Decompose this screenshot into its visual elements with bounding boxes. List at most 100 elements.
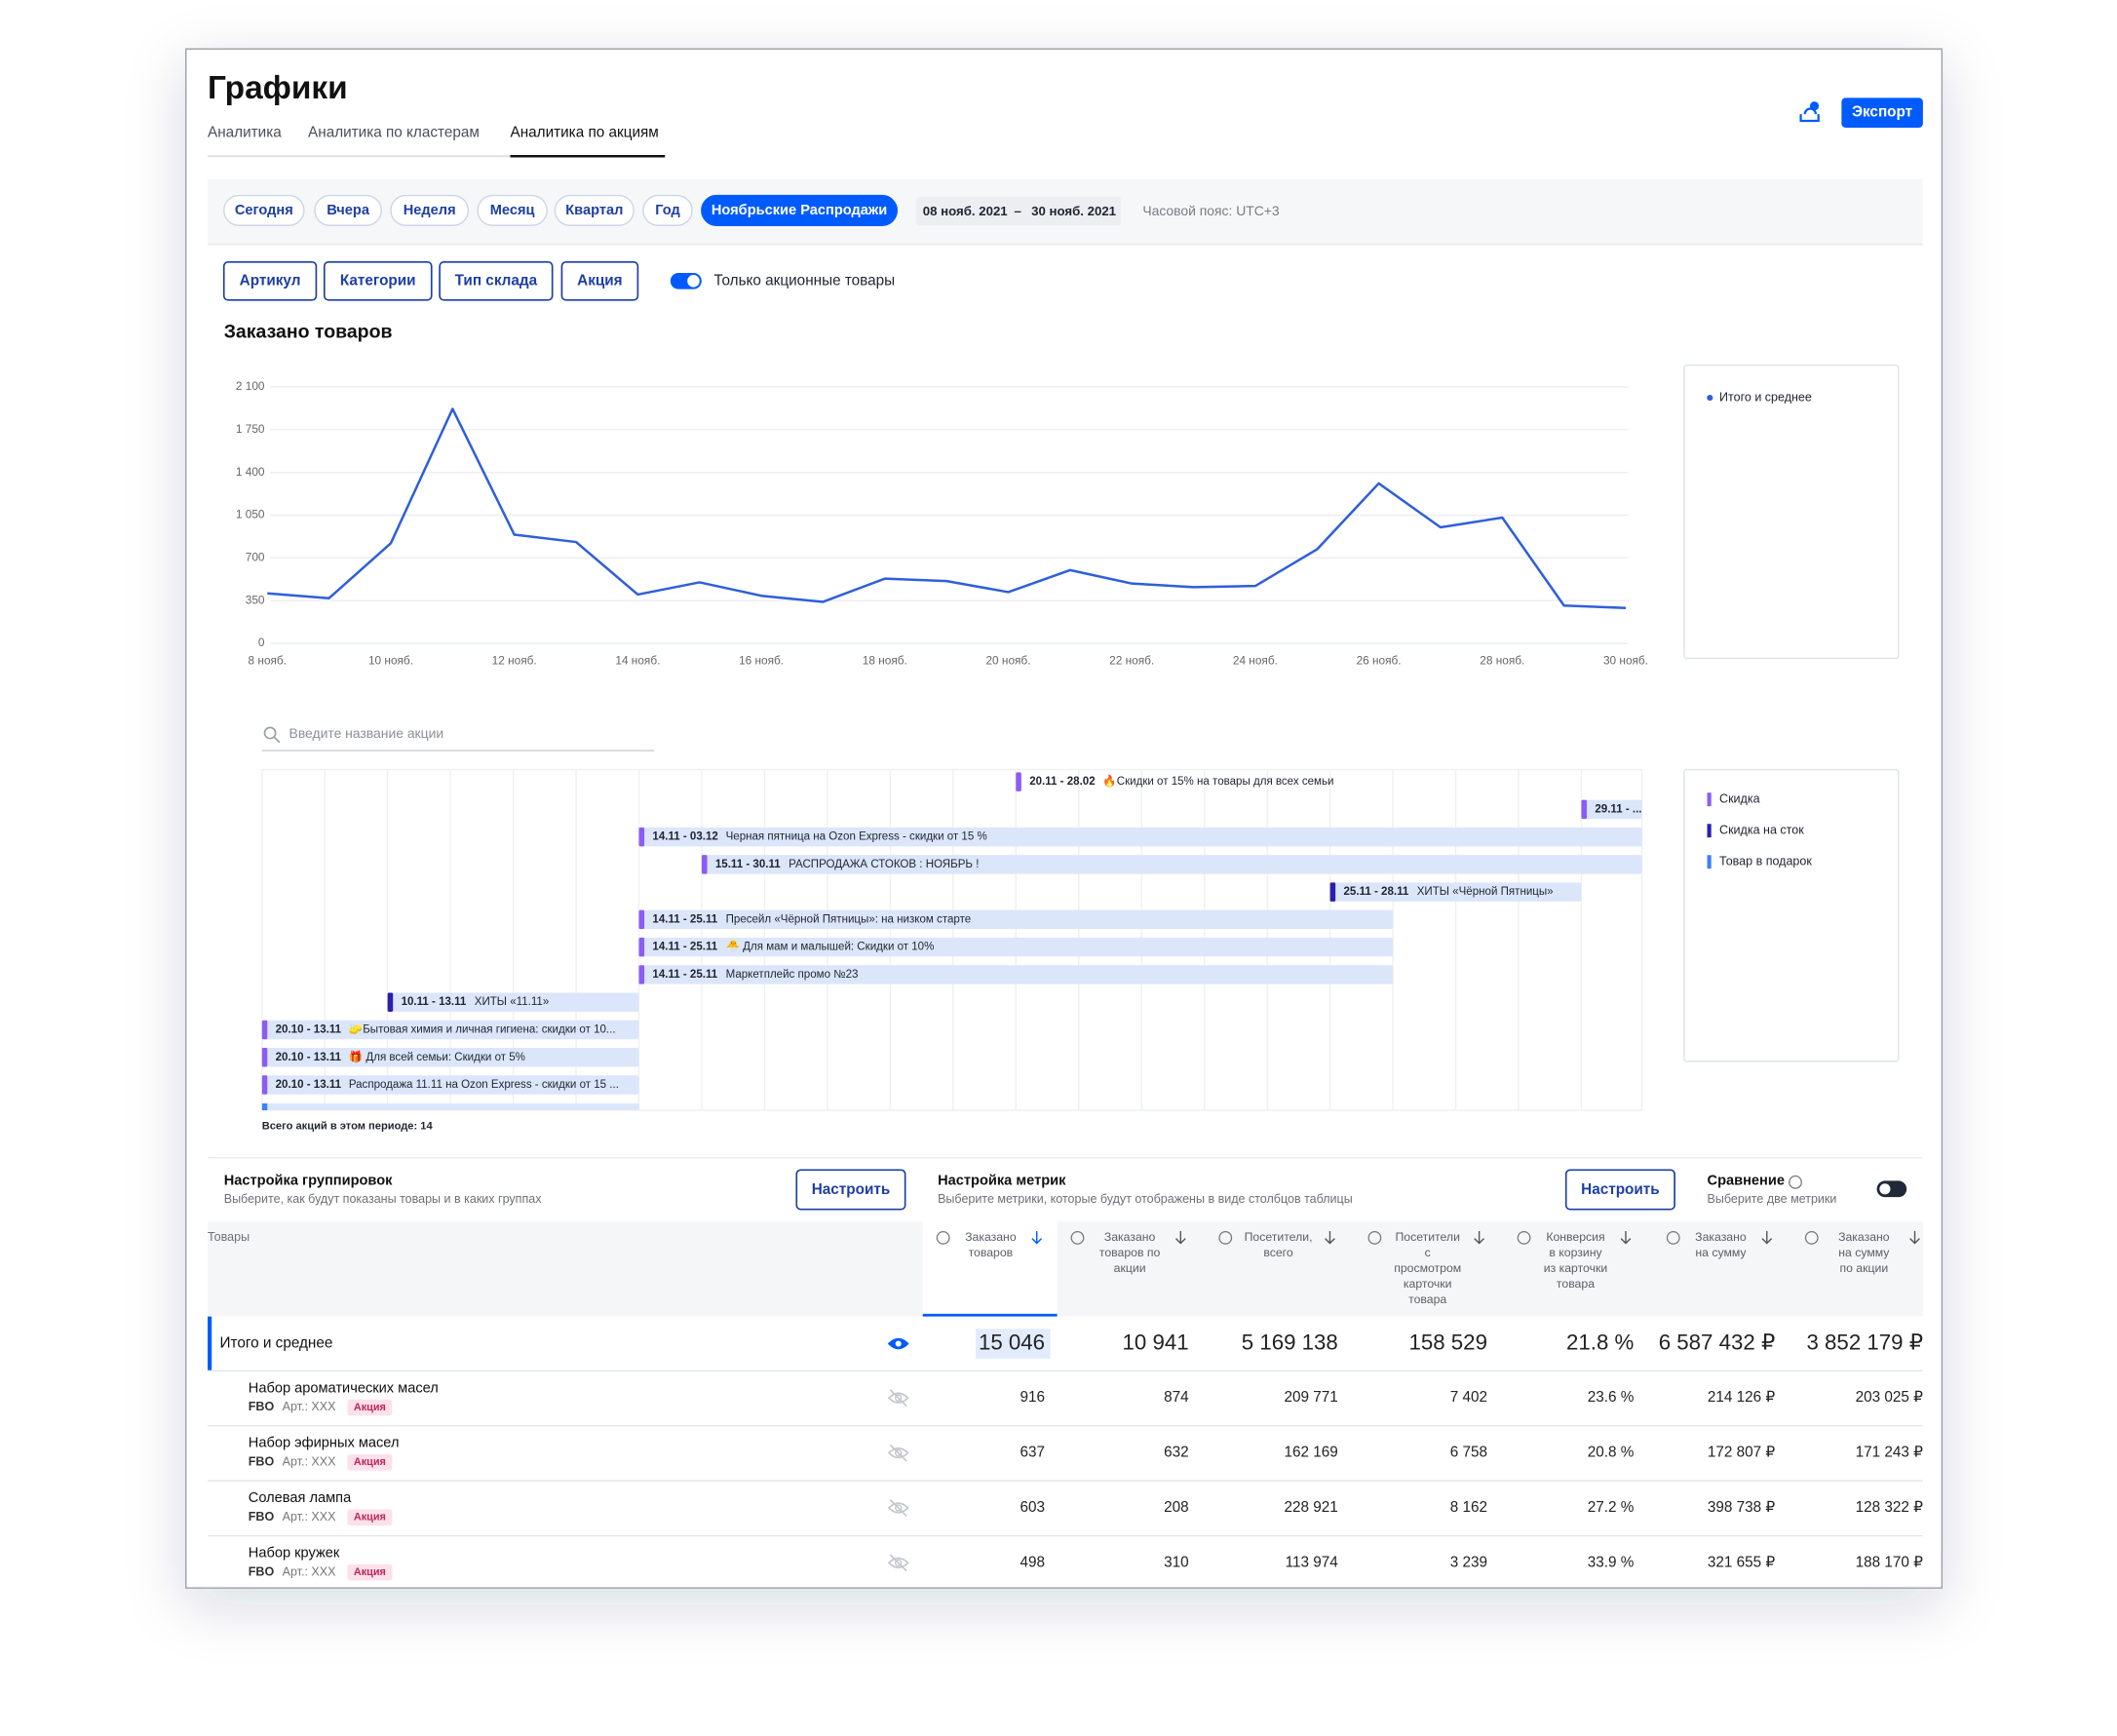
chart-title: Заказано товаров <box>224 321 393 342</box>
date-separator: – <box>1015 204 1021 218</box>
promo-count: Всего акций в этом периоде: 14 <box>262 1121 434 1133</box>
date-to: 30 нояб. 2021 <box>1031 204 1116 218</box>
column-header: товаров <box>969 1246 1014 1259</box>
promo-name: 🎁 Для всей семьи: Скидки от 5% <box>349 1050 525 1063</box>
column-header: с <box>1425 1246 1431 1259</box>
column-header: Заказано <box>1838 1230 1890 1244</box>
share-icon-dot <box>1810 101 1819 110</box>
period-pill-label[interactable]: Квартал <box>565 203 623 218</box>
legend-label: Итого и среднее <box>1719 390 1812 404</box>
gantt-legend-marker <box>1708 824 1712 837</box>
table-cell: 874 <box>1164 1389 1189 1406</box>
promo-dates: 20.10 - 13.11 <box>276 1079 342 1091</box>
promo-name: ХИТЫ «11.11» <box>475 996 550 1008</box>
period-pill-label[interactable]: Ноябрьские Распродажи <box>712 203 887 218</box>
promo-name: 🐣 Для мам и малышей: Скидки от 10% <box>726 940 935 953</box>
y-tick-label: 1 050 <box>236 508 265 521</box>
table-cell: 603 <box>1020 1499 1046 1516</box>
y-tick-label: 350 <box>246 593 265 606</box>
column-header: Посетители <box>1395 1230 1459 1244</box>
table-cell: 27.2 % <box>1588 1499 1635 1516</box>
gantt-legend-label: Скидка <box>1719 792 1760 806</box>
settings-button-label[interactable]: Настроить <box>1581 1181 1660 1198</box>
table-cell: 8 162 <box>1450 1499 1487 1516</box>
table-cell: 310 <box>1164 1554 1189 1570</box>
filter-button-label[interactable]: Категории <box>340 272 416 289</box>
promo-dates: 20.10 - 13.11 <box>276 1052 342 1063</box>
product-sku: Арт.: XXX <box>283 1510 337 1524</box>
total-cell: 3 852 179 ₽ <box>1806 1330 1922 1354</box>
promo-dates: 20.11 - 28.02 <box>1029 776 1095 788</box>
y-tick-label: 2 100 <box>236 379 265 393</box>
promo-type-marker <box>638 965 644 984</box>
product-name: Набор ароматических масел <box>249 1380 439 1396</box>
gantt-legend-box <box>1684 770 1899 1061</box>
column-header: на сумму <box>1695 1246 1747 1259</box>
export-button-label[interactable]: Экспорт <box>1852 104 1913 121</box>
table-cell: 7 402 <box>1450 1389 1487 1406</box>
promo-type-marker <box>638 910 644 929</box>
table-cell: 23.6 % <box>1588 1389 1635 1406</box>
total-cell: 15 046 <box>979 1330 1045 1354</box>
promo-badge-label: Акция <box>354 1512 386 1524</box>
table-cell: 20.8 % <box>1588 1445 1635 1461</box>
page-title: Графики <box>208 70 348 106</box>
gantt-legend-marker <box>1708 792 1712 806</box>
promo-dates: 14.11 - 03.12 <box>652 831 717 843</box>
table-cell: 321 655 ₽ <box>1708 1554 1776 1570</box>
column-header: в корзину <box>1549 1246 1602 1259</box>
gantt-legend-label: Товар в подарок <box>1719 855 1812 868</box>
period-pill-label[interactable]: Неделя <box>404 203 456 218</box>
x-tick-label: 18 нояб. <box>863 653 907 667</box>
table-cell: 398 738 ₽ <box>1708 1499 1776 1516</box>
product-name: Набор эфирных масел <box>249 1436 400 1451</box>
y-tick-label: 0 <box>258 636 265 649</box>
promo-dates: 10.11 - 13.11 <box>402 996 467 1008</box>
filter-button-label[interactable]: Тип склада <box>455 272 538 289</box>
legend-marker <box>1707 395 1713 401</box>
x-tick-label: 22 нояб. <box>1109 653 1154 667</box>
y-tick-label: 1 400 <box>236 465 265 479</box>
filter-button-label[interactable]: Артикул <box>240 272 301 289</box>
period-pill-label[interactable]: Вчера <box>327 203 370 218</box>
total-cell: 21.8 % <box>1566 1330 1634 1354</box>
comparison-title: Сравнение <box>1708 1173 1785 1188</box>
promo-dates: 15.11 - 30.11 <box>715 859 781 870</box>
x-tick-label: 26 нояб. <box>1357 653 1402 667</box>
tab[interactable]: Аналитика по кластерам <box>308 125 480 141</box>
column-header: товара <box>1557 1277 1595 1291</box>
promo-name: ХИТЫ «Чёрной Пятницы» <box>1417 886 1554 898</box>
column-header: всего <box>1263 1246 1293 1259</box>
period-pill-label[interactable]: Месяц <box>490 203 535 218</box>
table-cell: 916 <box>1020 1389 1046 1406</box>
column-header: товара <box>1408 1292 1446 1306</box>
promo-name: Черная пятница на Ozon Express - скидки … <box>726 831 987 843</box>
settings-button-label[interactable]: Настроить <box>812 1181 891 1198</box>
column-header: по акции <box>1839 1261 1888 1275</box>
x-tick-label: 24 нояб. <box>1233 653 1278 667</box>
table-cell: 171 243 ₽ <box>1856 1445 1924 1461</box>
table-cell: 637 <box>1020 1445 1046 1461</box>
table-cell: 632 <box>1164 1445 1189 1461</box>
promo-dates: 14.11 - 25.11 <box>652 969 717 981</box>
x-tick-label: 14 нояб. <box>615 653 660 667</box>
x-tick-label: 30 нояб. <box>1603 653 1648 667</box>
period-pill-label[interactable]: Год <box>655 203 680 218</box>
x-tick-label: 28 нояб. <box>1480 653 1524 667</box>
promo-type-marker <box>638 828 644 846</box>
promo-dates: 14.11 - 25.11 <box>652 942 717 953</box>
search-placeholder[interactable]: Введите название акции <box>289 725 444 741</box>
period-pill-label[interactable]: Сегодня <box>235 203 293 218</box>
y-tick-label: 1 750 <box>236 422 265 436</box>
product-warehouse: FBO <box>249 1455 275 1469</box>
tab[interactable]: Аналитика по акциям <box>511 125 659 141</box>
promo-type-marker <box>262 1048 268 1066</box>
chart-legend-box <box>1684 366 1899 659</box>
tab[interactable]: Аналитика <box>208 125 282 141</box>
promo-badge-label: Акция <box>354 1402 386 1413</box>
x-tick-label: 16 нояб. <box>739 653 784 667</box>
promo-name: Пресейл «Чёрной Пятницы»: на низком стар… <box>726 913 972 925</box>
filter-button-label[interactable]: Акция <box>577 272 622 289</box>
